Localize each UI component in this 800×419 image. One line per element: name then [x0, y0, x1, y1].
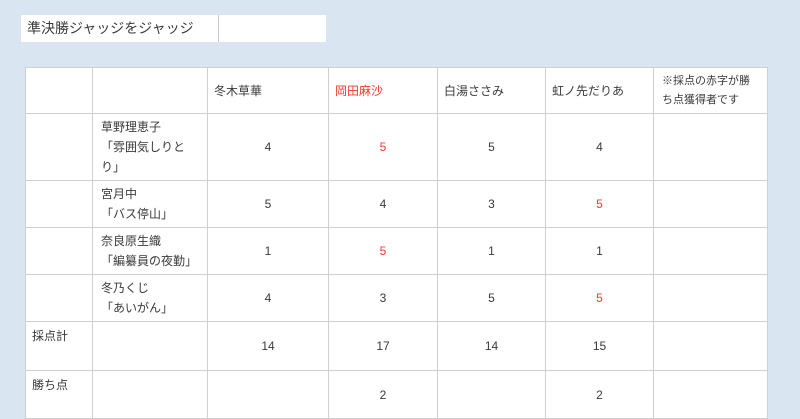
contestant-work-title: 「雰囲気しりとり」 [101, 140, 186, 174]
score-cell: 4 [328, 180, 438, 228]
table-row: 採点計 14 17 14 15 [25, 321, 768, 371]
note-column-cell [653, 370, 768, 419]
score-cell: 17 [328, 321, 438, 371]
row-label-cell [25, 227, 93, 275]
score-cell: 5 [207, 180, 329, 228]
contestant-name: 奈良原生織 [101, 234, 162, 248]
table-row: 草野理恵子 「雰囲気しりとり」 4 5 5 4 [25, 113, 768, 181]
score-cell: 5 [328, 227, 438, 275]
contestant-name: 冬乃くじ [101, 281, 150, 295]
score-cell: 3 [437, 180, 546, 228]
score-table: 冬木草華 岡田麻沙 白湯ささみ 虹ノ先だりあ ※採点の赤字が勝ち点獲得者です 草野理恵子… [25, 67, 768, 419]
note-column-cell [653, 321, 768, 371]
score-cell: 2 [328, 370, 438, 419]
judge-header-cell: 岡田麻沙 [328, 67, 438, 114]
contestant-work-title: 「編纂員の夜勤」 [101, 254, 198, 268]
judge-header-cell: 冬木草華 [207, 67, 329, 114]
header-row: 冬木草華 岡田麻沙 白湯ささみ 虹ノ先だりあ ※採点の赤字が勝ち点獲得者です [25, 67, 768, 114]
empty-header-cell [25, 67, 93, 114]
score-cell: 5 [328, 113, 438, 181]
score-cell [437, 370, 546, 419]
row-label-cell: 採点計 [25, 321, 93, 371]
contestant-name: 宮月中 [101, 187, 138, 201]
contestant-cell: 宮月中 「バス停山」 [92, 180, 208, 228]
contestant-name: 草野理恵子 [101, 120, 162, 134]
score-cell: 5 [545, 274, 654, 322]
empty-header-cell [92, 67, 208, 114]
contestant-cell: 冬乃くじ「あいがん」 [92, 274, 208, 322]
note-column-cell [653, 180, 768, 228]
title-bar-empty-cell [219, 15, 326, 42]
page-title: 準決勝ジャッジをジャッジ [21, 15, 219, 42]
score-cell: 3 [328, 274, 438, 322]
note-column-cell [653, 113, 768, 181]
judge-header-cell: 白湯ささみ [437, 67, 546, 114]
score-cell: 5 [437, 274, 546, 322]
score-cell: 5 [437, 113, 546, 181]
score-cell: 15 [545, 321, 654, 371]
score-cell: 4 [545, 113, 654, 181]
score-cell: 1 [437, 227, 546, 275]
title-bar: 準決勝ジャッジをジャッジ [21, 15, 326, 42]
score-cell: 14 [207, 321, 329, 371]
note-column-cell [653, 274, 768, 322]
row-label-cell [25, 180, 93, 228]
contestant-work-title: 「あいがん」 [101, 301, 174, 315]
contestant-cell [92, 370, 208, 419]
contestant-cell [92, 321, 208, 371]
contestant-cell: 奈良原生織「編纂員の夜勤」 [92, 227, 208, 275]
table-row: 宮月中 「バス停山」 5 4 3 5 [25, 180, 768, 228]
contestant-work-title: 「バス停山」 [101, 207, 174, 221]
score-cell: 1 [207, 227, 329, 275]
score-cell: 5 [545, 180, 654, 228]
row-label-cell: 勝ち点 [25, 370, 93, 419]
judge-header-cell: 虹ノ先だりあ [545, 67, 654, 114]
table-row: 冬乃くじ 「あいがん」 4 3 5 5 [25, 274, 768, 322]
table-body: 草野理恵子 「雰囲気しりとり」 4 5 5 4 宮月中 「バス停山」 5 4 3 5 奈良原生織 「編纂員… [25, 113, 768, 419]
note-header-cell: ※採点の赤字が勝ち点獲得者です [653, 67, 768, 114]
contestant-cell: 草野理恵子「雰囲気しりとり」 [92, 113, 208, 181]
note-column-cell [653, 227, 768, 275]
row-label-cell [25, 113, 93, 181]
score-cell: 14 [437, 321, 546, 371]
table-row: 奈良原生織 「編纂員の夜勤」 1 5 1 1 [25, 227, 768, 275]
score-cell: 4 [207, 274, 329, 322]
score-cell: 4 [207, 113, 329, 181]
score-cell: 1 [545, 227, 654, 275]
score-cell: 2 [545, 370, 654, 419]
table-row: 勝ち点 2 2 [25, 370, 768, 419]
row-label-cell [25, 274, 93, 322]
score-cell [207, 370, 329, 419]
